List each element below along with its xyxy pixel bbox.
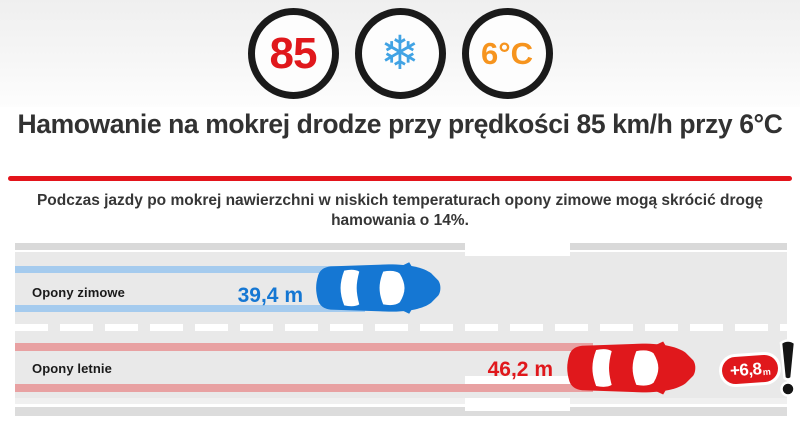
- speed-value: 85: [269, 28, 318, 78]
- crosswalk-stripe: [465, 243, 570, 256]
- road-edge-light: [15, 398, 787, 404]
- crosswalk-stripe: [465, 398, 570, 411]
- braking-distance-chart: Opony zimowe 39,4 m Opony letnie 46,2 m …: [15, 243, 797, 417]
- winter-car-icon: [313, 256, 443, 320]
- winter-lane-stripe: [15, 305, 365, 312]
- temperature-badge: 6°C: [461, 8, 553, 99]
- page-title: Hamowanie na mokrej drodze przy prędkośc…: [17, 109, 783, 139]
- difference-badge: +6,8 m: [701, 338, 800, 400]
- center-dashed-line: [15, 324, 787, 331]
- winter-lane-stripe: [15, 266, 365, 273]
- summer-distance-value: 46,2 m: [487, 358, 553, 381]
- summer-tires-label: Opony letnie: [32, 361, 112, 376]
- speed-limit-badge: 85: [247, 8, 339, 99]
- difference-pill: +6,8 m: [717, 350, 783, 389]
- winter-distance-value: 39,4 m: [237, 284, 303, 307]
- header-icon-row: 85 ❄ 6°C: [0, 0, 800, 107]
- summer-car-icon: [564, 338, 698, 398]
- snowflake-icon: ❄: [380, 26, 420, 81]
- summer-lane-stripe: [15, 384, 593, 392]
- road-edge-top: [15, 243, 787, 250]
- summer-lane-stripe: [15, 343, 593, 351]
- red-divider: [8, 176, 792, 181]
- difference-value: +6,8: [729, 358, 763, 380]
- winter-conditions-badge: ❄: [354, 8, 446, 99]
- winter-tires-label: Opony zimowe: [32, 285, 125, 300]
- exclamation-icon: [779, 339, 797, 397]
- road-edge-bottom: [15, 407, 787, 416]
- difference-unit: m: [762, 366, 771, 377]
- subtitle-text: Podczas jazdy po mokrej nawierzchni w ni…: [36, 192, 764, 229]
- temperature-value: 6°C: [480, 35, 534, 71]
